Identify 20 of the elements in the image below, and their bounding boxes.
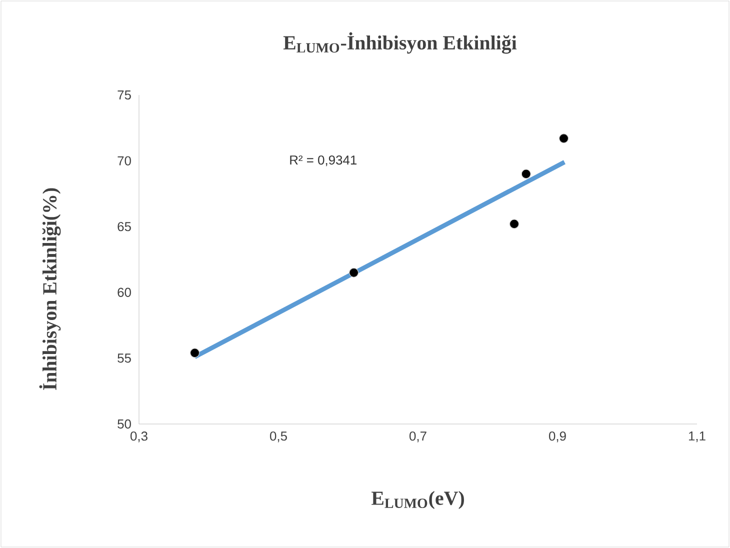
- point: [558, 134, 569, 144]
- y-axis-title: İnhibisyon Etkinliği(%): [39, 188, 61, 390]
- point: [190, 348, 200, 358]
- x-tick-label: 0,5: [270, 432, 287, 442]
- y-tick-label: 70: [118, 156, 131, 166]
- y-tick-label: 65: [118, 222, 131, 232]
- y-tick-label: 60: [118, 288, 131, 297]
- x-axis-title: E$_{LUMO}$(eV): [372, 490, 464, 510]
- x-tick-label: 0,3: [130, 432, 148, 442]
- x-tick-label: 0,9: [548, 432, 566, 442]
- x-tick-label: 1,1: [688, 432, 706, 442]
- y-tick-label: 75: [118, 90, 131, 100]
- y-tick-label: 55: [118, 354, 131, 363]
- x-tick-label: 0,7: [410, 432, 426, 442]
- chart-title: E$_{LUMO}$-İnhibisyon Etkinliği: [283, 32, 517, 54]
- point: [349, 268, 359, 278]
- point: [509, 219, 520, 229]
- y-tick-label: 50: [118, 419, 131, 429]
- point: [521, 169, 531, 179]
- annotation: R² = 0,9341: [290, 155, 357, 166]
